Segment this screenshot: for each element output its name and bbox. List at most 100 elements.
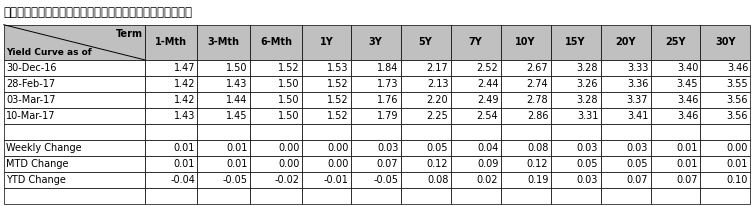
Text: 2.67: 2.67 [526,63,548,73]
Text: 0.01: 0.01 [727,159,748,169]
Bar [350,76,401,92]
Bar [145,124,197,140]
Bar [701,172,750,188]
Bar [302,188,350,204]
Text: 03-Mar-17: 03-Mar-17 [6,95,56,105]
Bar [4,156,145,172]
Text: -0.02: -0.02 [275,175,300,185]
Bar [550,140,601,156]
Bar [250,108,302,124]
Text: Weekly Change: Weekly Change [6,143,82,153]
Bar [501,188,550,204]
Bar [601,156,650,172]
Bar [401,156,450,172]
Bar [197,172,250,188]
Text: 15Y: 15Y [566,37,586,47]
Text: 0.07: 0.07 [677,175,699,185]
Bar [401,140,450,156]
Bar [401,188,450,204]
Text: 1.43: 1.43 [174,111,195,121]
Text: -0.04: -0.04 [170,175,195,185]
Bar [601,124,650,140]
Text: 2.49: 2.49 [477,95,499,105]
Bar [197,140,250,156]
Text: 3Y: 3Y [368,37,382,47]
Text: 0.01: 0.01 [226,143,247,153]
Text: 2.17: 2.17 [426,63,448,73]
Text: 0.01: 0.01 [174,159,195,169]
Bar [550,92,601,108]
Bar [350,92,401,108]
Text: 0.04: 0.04 [477,143,499,153]
Bar [601,76,650,92]
Text: MTD Change: MTD Change [6,159,68,169]
Bar [401,76,450,92]
Text: 0.00: 0.00 [327,159,348,169]
Bar [145,140,197,156]
Text: 10-Mar-17: 10-Mar-17 [6,111,56,121]
Text: 6-Mth: 6-Mth [260,37,292,47]
Bar [145,108,197,124]
Bar [450,108,501,124]
Bar [650,124,701,140]
Bar [350,25,401,60]
Text: อัตราผลตอบแทนพันธบัตรรัฐบาล: อัตราผลตอบแทนพันธบัตรรัฐบาล [4,6,193,19]
Text: 3.26: 3.26 [577,79,599,89]
Text: 2.20: 2.20 [426,95,448,105]
Bar [302,76,350,92]
Text: 3.46: 3.46 [677,111,699,121]
Bar [250,188,302,204]
Bar [501,60,550,76]
Text: 1.50: 1.50 [278,79,300,89]
Text: 1.52: 1.52 [278,63,300,73]
Bar [4,60,145,76]
Bar [350,124,401,140]
Bar [250,156,302,172]
Bar [302,140,350,156]
Bar [501,108,550,124]
Bar [550,60,601,76]
Text: Yield Curve as of: Yield Curve as of [6,48,92,57]
Text: 1.47: 1.47 [174,63,195,73]
Bar [4,188,145,204]
Text: 1.44: 1.44 [226,95,247,105]
Bar [401,108,450,124]
Text: -0.05: -0.05 [223,175,247,185]
Text: 1.53: 1.53 [327,63,348,73]
Bar [650,76,701,92]
Text: 2.52: 2.52 [477,63,499,73]
Bar [501,156,550,172]
Text: 0.05: 0.05 [426,143,448,153]
Bar [550,25,601,60]
Bar [550,108,601,124]
Bar [450,92,501,108]
Bar [197,188,250,204]
Bar [145,92,197,108]
Bar [601,108,650,124]
Text: 1.52: 1.52 [326,79,348,89]
Bar [450,25,501,60]
Bar [302,60,350,76]
Bar [197,108,250,124]
Text: 3-Mth: 3-Mth [208,37,239,47]
Bar [250,92,302,108]
Bar [450,172,501,188]
Text: 0.12: 0.12 [526,159,548,169]
Bar [501,92,550,108]
Bar [650,156,701,172]
Bar [302,156,350,172]
Text: 20Y: 20Y [615,37,635,47]
Text: 3.41: 3.41 [627,111,648,121]
Bar [197,76,250,92]
Text: -0.01: -0.01 [323,175,348,185]
Bar [302,92,350,108]
Bar [701,25,750,60]
Bar [302,108,350,124]
Text: 1.84: 1.84 [377,63,399,73]
Bar [501,25,550,60]
Text: 0.05: 0.05 [626,159,648,169]
Bar [350,60,401,76]
Text: YTD Change: YTD Change [6,175,66,185]
Bar [250,124,302,140]
Text: 1.43: 1.43 [226,79,247,89]
